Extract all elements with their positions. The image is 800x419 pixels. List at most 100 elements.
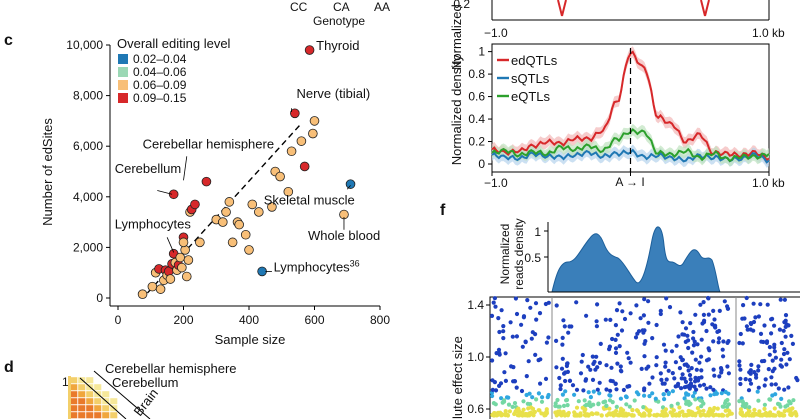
panel-f-point <box>699 368 704 373</box>
panel-f-point <box>654 355 659 360</box>
panel-f-point <box>744 324 750 329</box>
panel-c-point <box>183 255 194 265</box>
panel-f-point <box>725 413 730 418</box>
panel-f-point <box>521 314 527 319</box>
panel-f-point <box>565 403 570 408</box>
panel-f-point <box>638 316 643 321</box>
panel-f-point <box>610 400 615 405</box>
panel-f-point <box>642 413 647 418</box>
panel-f-point <box>677 405 682 410</box>
panel-f-point <box>663 360 668 365</box>
panel-c-legend-swatch <box>118 80 128 90</box>
panel-f-point <box>647 394 652 399</box>
panel-f-point <box>707 348 712 353</box>
panel-f-point <box>717 336 722 341</box>
panel-f-point <box>747 377 753 383</box>
panel-f-point <box>512 401 518 406</box>
panel-f-point <box>691 394 696 399</box>
panel-f-point <box>505 412 510 417</box>
panel-d-heat-cell <box>101 390 110 398</box>
panel-f-point <box>694 367 699 372</box>
panel-f-point <box>701 312 707 317</box>
panel-f-point <box>591 361 596 366</box>
panel-c-legend-swatch <box>118 93 128 103</box>
panel-c-point <box>218 217 228 227</box>
panel-f-point <box>778 297 783 302</box>
panel-f-point <box>496 316 501 321</box>
panel-f-point <box>628 311 633 316</box>
panel-f-point <box>737 340 742 346</box>
panel-f-point <box>525 298 530 303</box>
panel-f-point <box>494 351 499 356</box>
panel-f-point <box>768 410 773 415</box>
panel-f-point <box>762 323 767 328</box>
panel-f-point <box>694 387 699 392</box>
panel-f-point <box>650 391 655 396</box>
panel-f-point <box>613 412 618 417</box>
panel-f-point <box>756 364 761 369</box>
panel-f-point <box>588 367 593 372</box>
panel-f-point <box>659 377 664 382</box>
panel-f-point <box>719 391 724 396</box>
panel-f-point <box>773 413 778 418</box>
panel-f-point <box>559 366 565 371</box>
panel-f-point <box>641 330 646 335</box>
panel-c-annotation: Skeletal muscle <box>264 192 355 207</box>
panel-f-point <box>607 406 612 411</box>
panel-f-point <box>779 396 784 401</box>
panel-c-annotation: Cerebellum <box>115 161 181 176</box>
panel-f-point <box>723 408 728 413</box>
panel-d-heat-cell <box>77 390 86 398</box>
panel-f-point <box>748 381 754 386</box>
panel-c-point <box>175 252 186 263</box>
panel-f-point <box>673 360 679 365</box>
panel-f-point <box>661 342 667 347</box>
panel-f-point <box>677 413 682 418</box>
panel-f-point <box>679 386 684 391</box>
panel-f-point <box>621 387 627 393</box>
panel-f-point <box>686 345 691 351</box>
panel-f-point <box>614 404 619 409</box>
panel-f-point <box>537 311 543 316</box>
panel-letter-d: d <box>4 359 14 376</box>
panel-f-point <box>712 317 717 322</box>
panel-f-point <box>558 386 563 392</box>
panel-f-point <box>639 366 644 371</box>
panel-f-point <box>685 333 690 338</box>
panel-f-point <box>632 398 637 403</box>
panel-c-point <box>304 45 315 55</box>
panel-f-point <box>693 357 698 362</box>
panel-f-point <box>561 409 566 414</box>
panel-f-density-ylabel-2: reads density <box>512 218 526 289</box>
panel-e-axes: 0 0.2 0.4 0.6 0.8 1 −1.0 1.0 kb <box>468 45 785 190</box>
panel-f-point <box>489 313 495 318</box>
panel-f-point <box>680 409 685 414</box>
panel-f-point <box>786 385 791 390</box>
panel-f-point <box>503 409 508 414</box>
panel-f-point <box>587 400 592 405</box>
panel-c-points <box>137 45 356 300</box>
panel-f-point <box>556 409 561 414</box>
panel-f-point <box>553 401 558 406</box>
panel-c-point <box>165 274 176 284</box>
panel-f-point <box>534 397 539 402</box>
panel-f-point <box>757 413 762 418</box>
panel-d-heat-cell <box>69 397 78 405</box>
panel-f-point <box>778 363 783 368</box>
panel-c-point <box>224 197 235 207</box>
panel-f-density-ylabel-1: Normalized <box>498 224 512 285</box>
panel-f-point <box>594 354 599 359</box>
panel-f-point <box>671 408 677 413</box>
panel-f-point <box>526 359 531 364</box>
panel-f-point <box>510 404 515 409</box>
panel-f-point <box>591 389 596 394</box>
panel-f-point <box>543 301 549 307</box>
panel-f-point <box>740 316 745 321</box>
panel-f-point <box>634 408 640 413</box>
panel-f-point <box>539 411 544 416</box>
panel-d-heat-cell <box>85 411 94 419</box>
panel-f-point <box>712 373 717 378</box>
panel-f-point <box>561 318 566 323</box>
panel-e-ytick-label: 0.6 <box>468 90 485 104</box>
panel-d-heat-cell <box>69 411 78 419</box>
